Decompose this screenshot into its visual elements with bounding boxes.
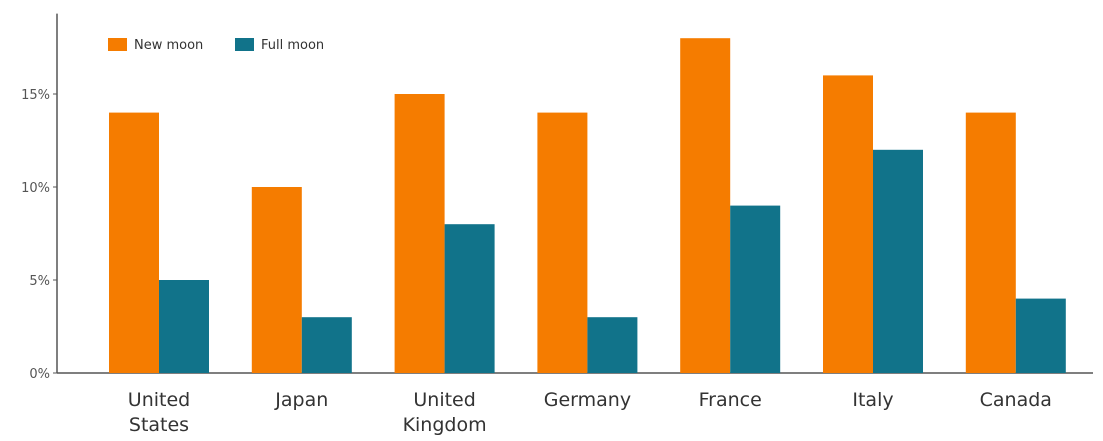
x-category-label: United Kingdom [403, 389, 487, 436]
bar-new-moon [537, 112, 588, 373]
bar-new-moon [680, 38, 731, 373]
legend-label-new-moon: New moon [134, 38, 203, 53]
bar-new-moon [251, 187, 302, 373]
bars [109, 38, 1066, 374]
bar-full-moon [444, 224, 495, 373]
x-category-label: Germany [544, 389, 631, 411]
category-labels: United States Japan United Kingdom Germany Fra… [128, 389, 1052, 436]
x-category-label-line: Italy [852, 389, 893, 411]
x-category-label-line: Kingdom [403, 414, 487, 436]
y-tick-label: 15% [21, 88, 50, 103]
x-category-label: Japan [274, 389, 328, 411]
bar-new-moon [965, 112, 1016, 373]
x-category-label: United States [128, 389, 190, 436]
x-category-label: Canada [980, 389, 1052, 411]
x-category-label: France [699, 389, 762, 411]
y-tick-label: 0% [29, 367, 50, 382]
x-category-label-line: France [699, 389, 762, 411]
bar-full-moon [730, 205, 781, 373]
x-category-label-line: United [413, 389, 475, 411]
bar-new-moon [109, 112, 159, 373]
x-category-label-line: States [129, 414, 189, 436]
x-category-label-line: Japan [274, 389, 328, 411]
y-tick-label: 5% [29, 274, 50, 289]
bar-full-moon [301, 317, 352, 373]
bar-full-moon [587, 317, 638, 373]
legend-swatch-new-moon [108, 38, 127, 51]
bar-full-moon [159, 280, 209, 373]
x-category-label: Italy [852, 389, 893, 411]
x-category-label-line: Germany [544, 389, 631, 411]
x-category-label-line: Canada [980, 389, 1052, 411]
bar-full-moon [873, 149, 923, 373]
legend-label-full-moon: Full moon [261, 38, 324, 53]
bar-new-moon [823, 75, 873, 374]
bar-full-moon [1015, 298, 1066, 373]
x-category-label-line: United [128, 389, 190, 411]
bar-new-moon [394, 94, 445, 373]
y-tick-label: 10% [21, 181, 50, 196]
legend: New moon Full moon [108, 38, 324, 53]
legend-swatch-full-moon [235, 38, 254, 51]
